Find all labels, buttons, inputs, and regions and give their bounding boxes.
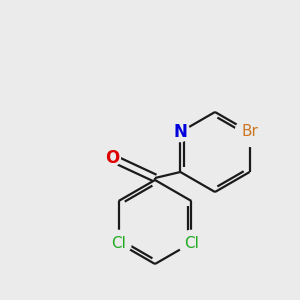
Circle shape (179, 230, 204, 256)
Text: Cl: Cl (111, 236, 126, 250)
Circle shape (171, 122, 190, 142)
Text: N: N (173, 123, 187, 141)
Text: Cl: Cl (184, 236, 199, 250)
Text: O: O (105, 149, 119, 167)
Circle shape (103, 150, 120, 166)
Circle shape (235, 118, 264, 146)
Circle shape (106, 230, 131, 256)
Text: Br: Br (241, 124, 258, 140)
